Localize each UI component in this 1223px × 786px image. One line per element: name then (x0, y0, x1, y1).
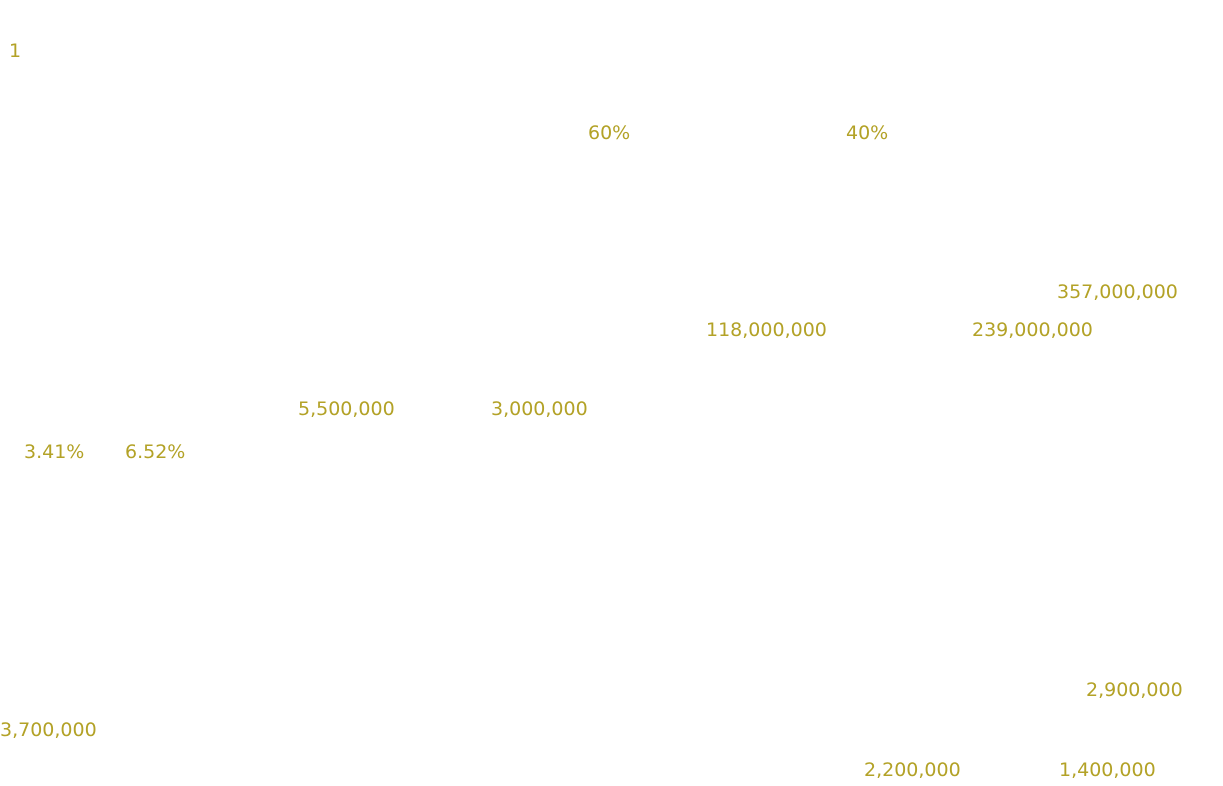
total-value-label: 357,000,000 (1057, 281, 1178, 303)
rate-label-b: 6.52% (125, 441, 186, 463)
share-label-b: 40% (846, 122, 889, 144)
right-value-label-b: 1,400,000 (1059, 759, 1156, 781)
mid-value-label-a: 5,500,000 (298, 398, 395, 420)
left-value-label: 3,700,000 (0, 719, 97, 741)
right-value-label-a: 2,200,000 (864, 759, 961, 781)
right-total-value-label: 2,900,000 (1086, 679, 1183, 701)
mid-value-label-b: 3,000,000 (491, 398, 588, 420)
part-b-value-label: 239,000,000 (972, 319, 1093, 341)
rate-label-a: 3.41% (24, 441, 85, 463)
page-number: 1 (9, 40, 22, 62)
share-label-a: 60% (588, 122, 631, 144)
part-a-value-label: 118,000,000 (706, 319, 827, 341)
